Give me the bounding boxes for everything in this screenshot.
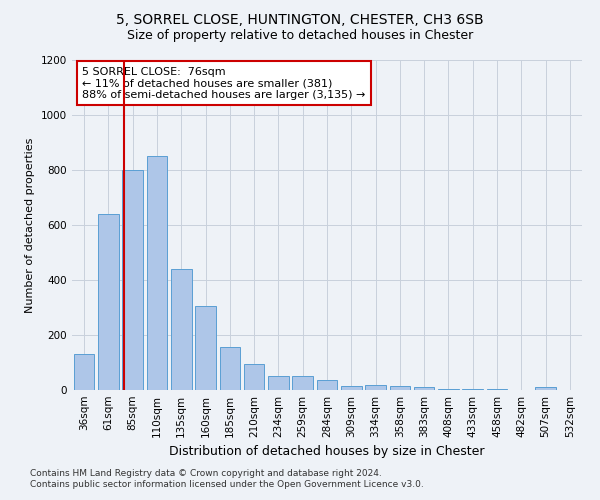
Text: Contains HM Land Registry data © Crown copyright and database right 2024.: Contains HM Land Registry data © Crown c…	[30, 468, 382, 477]
Bar	[317, 380, 337, 390]
Text: 5 SORREL CLOSE:  76sqm
← 11% of detached houses are smaller (381)
88% of semi-de: 5 SORREL CLOSE: 76sqm ← 11% of detached …	[82, 66, 365, 100]
Bar	[122, 170, 143, 390]
Bar	[195, 306, 216, 390]
Bar	[146, 156, 167, 390]
Bar	[463, 388, 483, 390]
Bar	[365, 384, 386, 390]
Y-axis label: Number of detached properties: Number of detached properties	[25, 138, 35, 312]
X-axis label: Distribution of detached houses by size in Chester: Distribution of detached houses by size …	[169, 446, 485, 458]
Text: Contains public sector information licensed under the Open Government Licence v3: Contains public sector information licen…	[30, 480, 424, 489]
Bar	[341, 386, 362, 390]
Bar	[220, 348, 240, 390]
Bar	[389, 386, 410, 390]
Bar	[244, 364, 265, 390]
Bar	[487, 388, 508, 390]
Text: 5, SORREL CLOSE, HUNTINGTON, CHESTER, CH3 6SB: 5, SORREL CLOSE, HUNTINGTON, CHESTER, CH…	[116, 14, 484, 28]
Bar	[98, 214, 119, 390]
Bar	[74, 354, 94, 390]
Bar	[171, 269, 191, 390]
Bar	[292, 376, 313, 390]
Bar	[268, 376, 289, 390]
Bar	[414, 387, 434, 390]
Bar	[535, 387, 556, 390]
Text: Size of property relative to detached houses in Chester: Size of property relative to detached ho…	[127, 30, 473, 43]
Bar	[438, 388, 459, 390]
